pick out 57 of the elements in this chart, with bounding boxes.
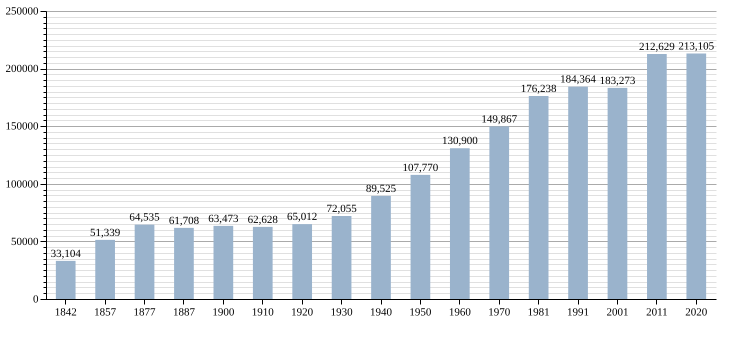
bar: [410, 174, 430, 299]
data-label: 64,535: [129, 212, 160, 224]
data-label: 176,238: [520, 82, 558, 95]
x-tick-label: 2020: [685, 306, 708, 318]
bar: [174, 228, 194, 299]
x-tick-label: 1930: [330, 306, 354, 318]
data-label: 213,105: [678, 40, 715, 53]
bar: [528, 96, 548, 299]
x-tick-label: 1877: [134, 306, 156, 318]
y-tick-label: 50000: [11, 236, 39, 248]
data-label: 183,273: [600, 74, 636, 87]
x-tick-label: 1857: [94, 306, 117, 318]
data-label: 51,339: [90, 226, 121, 239]
x-tick-label: 1970: [488, 306, 511, 318]
x-tick-label: 1940: [370, 306, 392, 318]
x-tick-label: 2011: [646, 306, 668, 318]
y-tick-label: 200000: [6, 63, 39, 76]
y-tick-label: 0: [33, 294, 39, 306]
x-tick-label: 1960: [448, 306, 472, 318]
x-tick-label: 1887: [172, 306, 196, 318]
data-label: 61,708: [168, 214, 200, 227]
bar: [95, 240, 115, 299]
x-tick-label: 1920: [291, 306, 314, 318]
bar: [332, 216, 352, 299]
bar: [214, 226, 234, 299]
data-label: 130,900: [442, 135, 478, 148]
bar: [371, 196, 391, 299]
data-label: 89,525: [366, 182, 397, 195]
bar: [56, 260, 76, 299]
x-tick-label: 1991: [567, 306, 590, 318]
bar: [647, 54, 667, 299]
data-label: 33,104: [50, 248, 82, 260]
bar: [134, 224, 154, 299]
x-tick-label: 2001: [606, 306, 628, 318]
y-tick-label: 100000: [6, 178, 39, 190]
data-label: 212,629: [639, 41, 676, 54]
bar: [489, 126, 510, 299]
data-label: 72,055: [326, 202, 358, 215]
y-tick-label: 150000: [6, 120, 39, 133]
y-tick-label: 250000: [6, 6, 39, 18]
bar: [568, 86, 588, 299]
data-label: 62,628: [248, 214, 278, 226]
data-label: 63,473: [208, 212, 239, 225]
bar: [252, 226, 273, 299]
bar: [292, 224, 312, 299]
x-tick-label: 1910: [252, 306, 274, 318]
data-label: 184,364: [560, 74, 596, 86]
bar: [450, 148, 470, 299]
x-tick-label: 1981: [528, 306, 550, 318]
data-label: 65,012: [287, 211, 318, 224]
bar: [608, 88, 628, 299]
x-tick-label: 1950: [409, 306, 432, 318]
data-label: 149,867: [481, 113, 518, 126]
x-tick-label: 1842: [54, 306, 77, 318]
bar: [686, 54, 706, 299]
data-label: 107,770: [402, 162, 439, 174]
x-tick-label: 1900: [212, 306, 235, 318]
